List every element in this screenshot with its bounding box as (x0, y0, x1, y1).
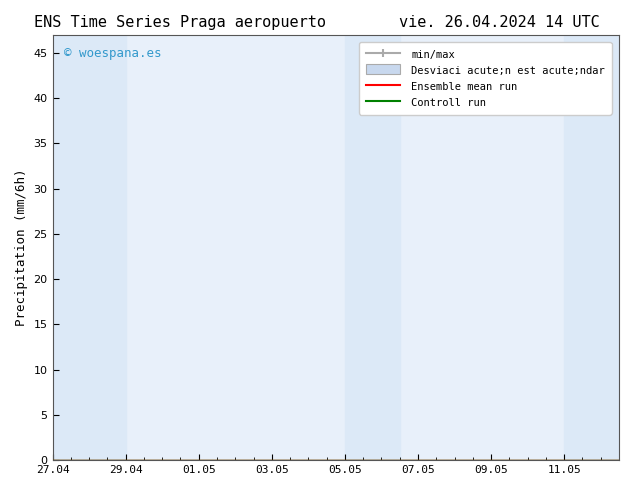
Bar (564, 35, 619, 460)
Bar (345, 35, 399, 460)
Text: © woespana.es: © woespana.es (64, 48, 162, 60)
Y-axis label: Precipitation (mm/6h): Precipitation (mm/6h) (15, 169, 28, 326)
Legend: min/max, Desviaci acute;n est acute;ndar, Ensemble mean run, Controll run: min/max, Desviaci acute;n est acute;ndar… (359, 42, 612, 115)
Bar (53, 35, 126, 460)
Text: ENS Time Series Praga aeropuerto        vie. 26.04.2024 14 UTC: ENS Time Series Praga aeropuerto vie. 26… (34, 15, 600, 30)
